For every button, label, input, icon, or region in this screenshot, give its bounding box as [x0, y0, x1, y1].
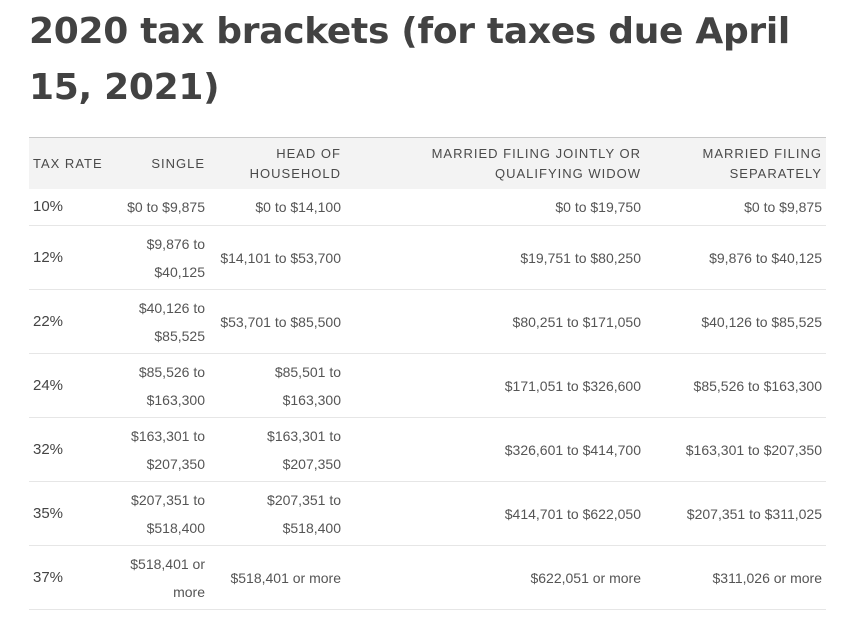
- table-row: 10% $0 to $9,875 $0 to $14,100 $0 to $19…: [29, 189, 826, 226]
- page-title: 2020 tax brackets (for taxes due April 1…: [29, 11, 790, 108]
- cell-tax-rate: 37%: [29, 545, 113, 610]
- header-tax-rate: Tax rate: [33, 155, 103, 171]
- table-row: 35% $207,351 to $518,400 $207,351 to $51…: [29, 481, 826, 546]
- tax-brackets-table: Tax rate Single Head of household Marrie…: [29, 137, 826, 610]
- cell-head-of-household: $163,301 to $207,350: [209, 417, 345, 482]
- cell-married-filing-jointly: $80,251 to $171,050: [345, 289, 645, 354]
- cell-tax-rate: 24%: [29, 353, 113, 418]
- cell-married-filing-jointly: $326,601 to $414,700: [345, 417, 645, 482]
- cell-married-filing-separately: $0 to $9,875: [645, 189, 826, 226]
- cell-head-of-household: $0 to $14,100: [209, 189, 345, 226]
- table-row: 24% $85,526 to $163,300 $85,501 to $163,…: [29, 353, 826, 418]
- cell-single: $40,126 to $85,525: [113, 289, 209, 354]
- cell-single: $518,401 or more: [113, 545, 209, 610]
- header-married-filing-jointly: Married filing jointly or qualifying wid…: [431, 145, 641, 181]
- cell-head-of-household: $207,351 to $518,400: [209, 481, 345, 546]
- cell-tax-rate: 12%: [29, 225, 113, 290]
- cell-tax-rate: 35%: [29, 481, 113, 546]
- table-row: 32% $163,301 to $207,350 $163,301 to $20…: [29, 417, 826, 482]
- header-married-filing-separately: Married filing separately: [702, 145, 822, 181]
- cell-tax-rate: 22%: [29, 289, 113, 354]
- cell-married-filing-jointly: $414,701 to $622,050: [345, 481, 645, 546]
- cell-married-filing-separately: $207,351 to $311,025: [645, 481, 826, 546]
- table-row: 37% $518,401 or more $518,401 or more $6…: [29, 545, 826, 610]
- cell-single: $9,876 to $40,125: [113, 225, 209, 290]
- cell-married-filing-separately: $40,126 to $85,525: [645, 289, 826, 354]
- cell-single: $163,301 to $207,350: [113, 417, 209, 482]
- cell-married-filing-jointly: $0 to $19,750: [345, 189, 645, 226]
- cell-head-of-household: $14,101 to $53,700: [209, 225, 345, 290]
- header-head-of-household: Head of household: [249, 145, 341, 181]
- header-single: Single: [151, 155, 205, 171]
- cell-tax-rate: 32%: [29, 417, 113, 482]
- cell-single: $85,526 to $163,300: [113, 353, 209, 418]
- cell-single: $207,351 to $518,400: [113, 481, 209, 546]
- cell-head-of-household: $53,701 to $85,500: [209, 289, 345, 354]
- table-row: 22% $40,126 to $85,525 $53,701 to $85,50…: [29, 289, 826, 354]
- cell-single: $0 to $9,875: [113, 189, 209, 226]
- cell-married-filing-separately: $85,526 to $163,300: [645, 353, 826, 418]
- cell-tax-rate: 10%: [29, 189, 113, 226]
- cell-married-filing-separately: $163,301 to $207,350: [645, 417, 826, 482]
- table-row: 12% $9,876 to $40,125 $14,101 to $53,700…: [29, 225, 826, 290]
- cell-married-filing-jointly: $622,051 or more: [345, 545, 645, 610]
- cell-married-filing-separately: $9,876 to $40,125: [645, 225, 826, 290]
- cell-married-filing-jointly: $171,051 to $326,600: [345, 353, 645, 418]
- cell-married-filing-separately: $311,026 or more: [645, 545, 826, 610]
- cell-head-of-household: $85,501 to $163,300: [209, 353, 345, 418]
- table-header-row: Tax rate Single Head of household Marrie…: [29, 137, 826, 189]
- cell-married-filing-jointly: $19,751 to $80,250: [345, 225, 645, 290]
- cell-head-of-household: $518,401 or more: [209, 545, 345, 610]
